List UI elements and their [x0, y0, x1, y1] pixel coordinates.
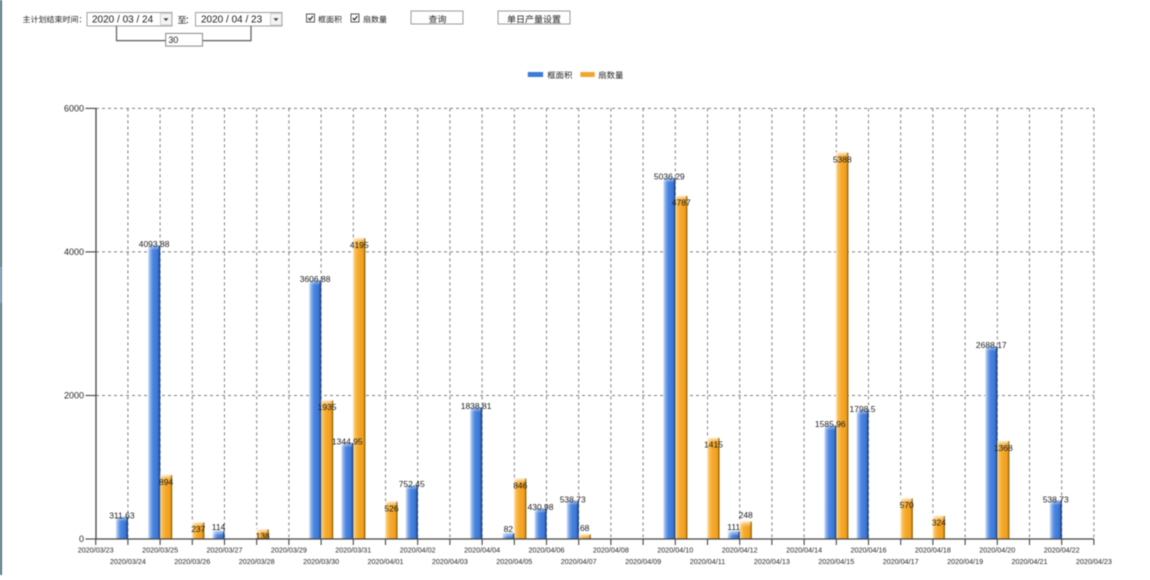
svg-text:68: 68	[580, 523, 590, 533]
svg-text:894: 894	[159, 477, 173, 487]
svg-text:111: 111	[727, 522, 740, 532]
svg-text:2020/03/25: 2020/03/25	[142, 545, 178, 554]
svg-text:1798.5: 1798.5	[850, 404, 876, 414]
svg-text:1585.96: 1585.96	[815, 419, 846, 429]
svg-text:2020/04/18: 2020/04/18	[915, 545, 951, 554]
svg-text:324: 324	[932, 518, 946, 528]
svg-text:2020/04/12: 2020/04/12	[722, 545, 758, 554]
svg-text:2020/04/06: 2020/04/06	[529, 545, 565, 554]
svg-text:2020/04/23: 2020/04/23	[1076, 557, 1112, 566]
svg-text:2020/04/21: 2020/04/21	[1012, 557, 1048, 566]
svg-text:2020/04/16: 2020/04/16	[851, 545, 887, 554]
svg-text:6000: 6000	[64, 104, 84, 114]
svg-text:5388: 5388	[833, 154, 852, 164]
svg-text:2020 / 04 / 23: 2020 / 04 / 23	[201, 15, 263, 26]
svg-text:538.73: 538.73	[1043, 494, 1069, 504]
svg-text:2020/04/08: 2020/04/08	[593, 545, 629, 554]
svg-text:4787: 4787	[672, 198, 691, 208]
svg-text:1838.81: 1838.81	[461, 401, 492, 411]
svg-text:4000: 4000	[64, 247, 84, 257]
svg-text:4195: 4195	[350, 240, 369, 250]
svg-text:2020/03/30: 2020/03/30	[303, 557, 339, 566]
svg-text:2020/04/19: 2020/04/19	[947, 557, 983, 566]
svg-text:2020/04/22: 2020/04/22	[1044, 545, 1080, 554]
svg-text:2020/03/29: 2020/03/29	[271, 545, 307, 554]
svg-text:138: 138	[256, 531, 270, 541]
svg-text:538.73: 538.73	[560, 494, 586, 504]
svg-text:2020/04/04: 2020/04/04	[464, 545, 500, 554]
svg-text:0: 0	[79, 534, 84, 544]
svg-text:2020/03/24: 2020/03/24	[110, 557, 146, 566]
svg-text:430.98: 430.98	[528, 502, 554, 512]
svg-text:3606.88: 3606.88	[300, 274, 331, 284]
svg-text:2020/03/26: 2020/03/26	[174, 557, 210, 566]
svg-text:1368: 1368	[994, 443, 1013, 453]
svg-text:2020/04/05: 2020/04/05	[496, 557, 532, 566]
svg-text:2020/04/20: 2020/04/20	[979, 545, 1015, 554]
svg-text:2688.17: 2688.17	[976, 340, 1007, 350]
svg-text:1935: 1935	[318, 402, 337, 412]
svg-text:2020/04/09: 2020/04/09	[625, 557, 661, 566]
svg-text:2000: 2000	[64, 391, 84, 401]
svg-text:2020/04/13: 2020/04/13	[754, 557, 790, 566]
svg-text:1344.95: 1344.95	[332, 437, 363, 447]
svg-text:846: 846	[513, 480, 527, 490]
svg-text:2020/04/11: 2020/04/11	[690, 557, 725, 566]
svg-text:2020/03/31: 2020/03/31	[335, 545, 371, 554]
svg-text:4093.88: 4093.88	[139, 239, 170, 249]
svg-text:2020/04/14: 2020/04/14	[786, 545, 822, 554]
svg-text:2020/04/02: 2020/04/02	[400, 545, 436, 554]
svg-text:570: 570	[900, 500, 914, 510]
svg-text:2020/04/07: 2020/04/07	[561, 557, 597, 566]
svg-text:2020/03/27: 2020/03/27	[207, 545, 243, 554]
svg-text:114: 114	[212, 522, 226, 532]
svg-text:526: 526	[384, 503, 398, 513]
svg-text:248: 248	[739, 510, 753, 520]
svg-text:2020/04/01: 2020/04/01	[368, 557, 404, 566]
svg-text:2020/04/03: 2020/04/03	[432, 557, 468, 566]
svg-text:2020/03/28: 2020/03/28	[239, 557, 275, 566]
svg-text:752.45: 752.45	[399, 479, 425, 489]
svg-text:1415: 1415	[704, 440, 723, 450]
svg-text:2020 / 03 / 24: 2020 / 03 / 24	[92, 15, 154, 26]
svg-text:82: 82	[504, 524, 514, 534]
svg-text:311.63: 311.63	[109, 511, 135, 521]
svg-text:2020/04/10: 2020/04/10	[657, 545, 693, 554]
svg-text:2020/03/23: 2020/03/23	[78, 545, 114, 554]
svg-text:237: 237	[191, 524, 205, 534]
svg-text:2020/04/17: 2020/04/17	[883, 557, 919, 566]
svg-text:5036.29: 5036.29	[654, 172, 685, 182]
svg-text:30: 30	[169, 35, 179, 45]
svg-text:2020/04/15: 2020/04/15	[818, 557, 854, 566]
